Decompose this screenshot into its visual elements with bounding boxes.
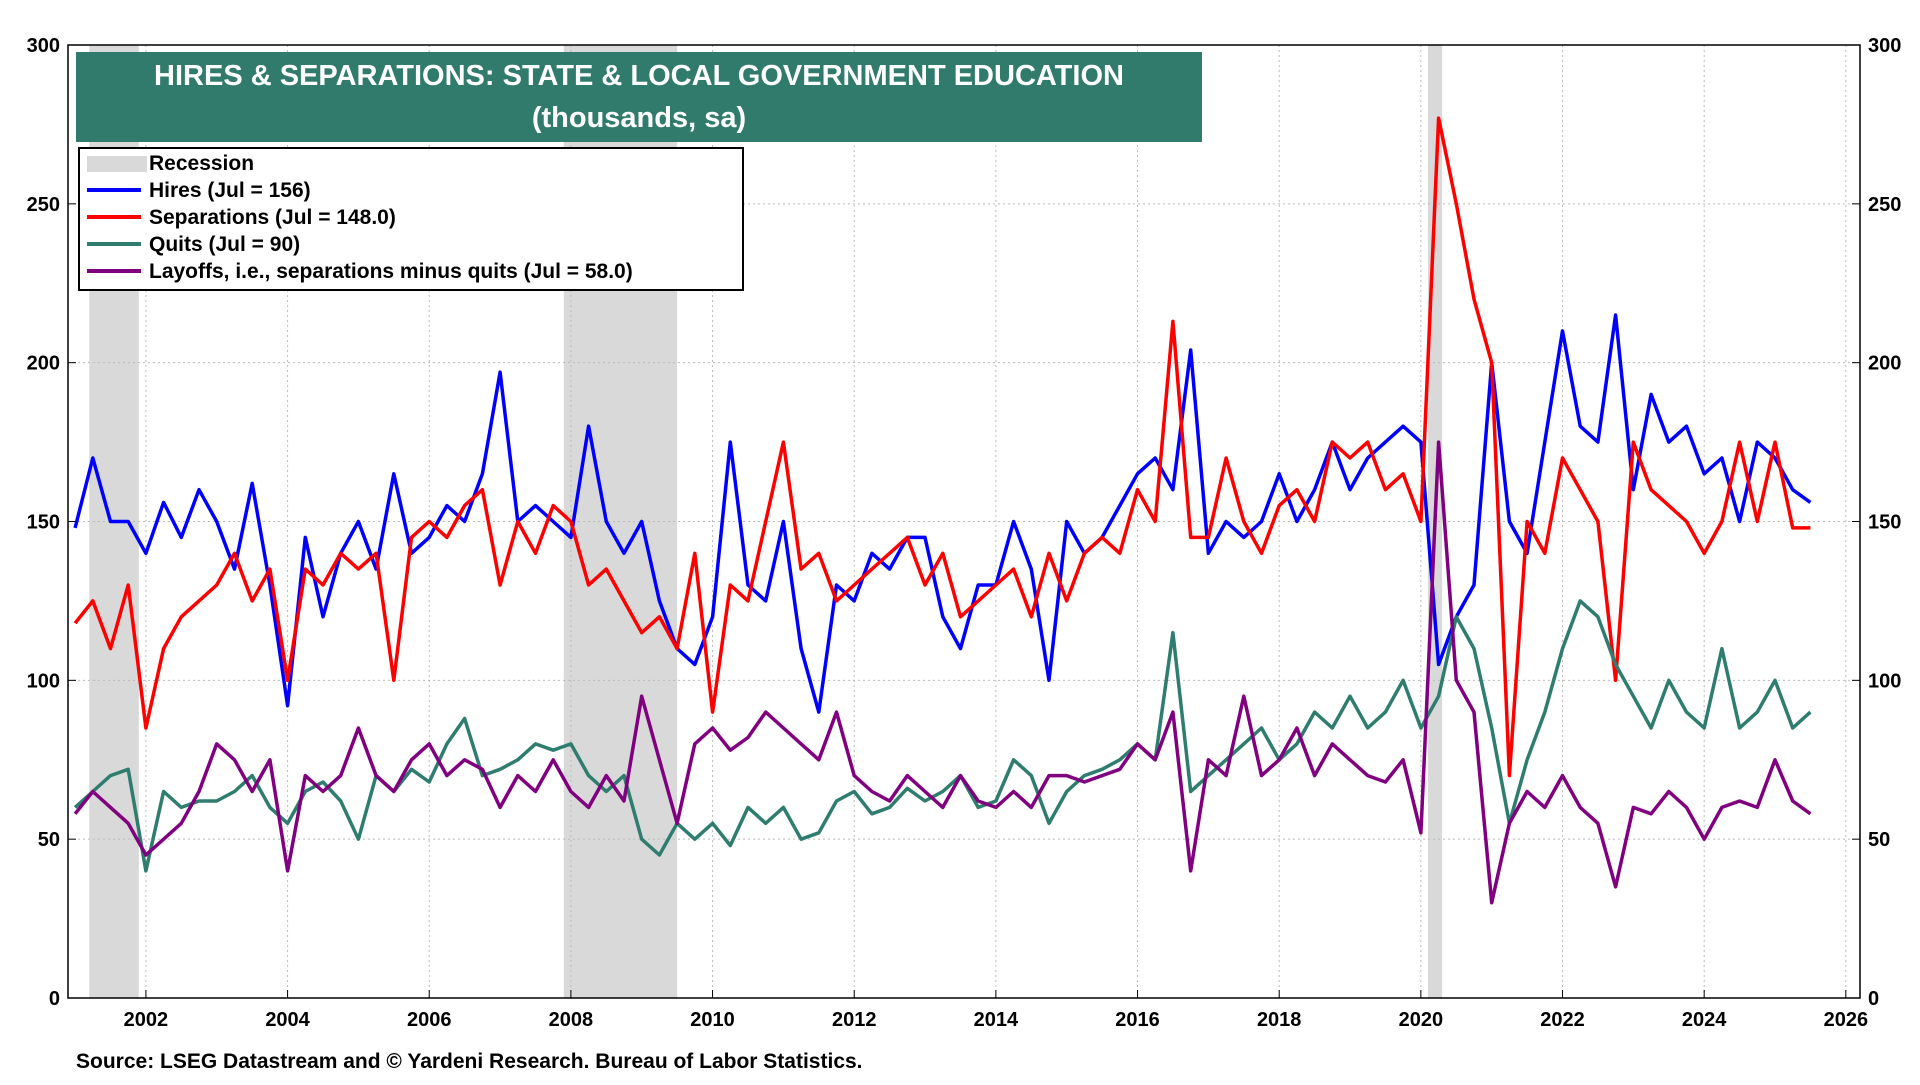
plot-frame xyxy=(67,44,1861,999)
y-tick-label: 100 xyxy=(27,670,60,692)
y2-tick-label: 300 xyxy=(1868,35,1901,57)
x-tick-label: 2010 xyxy=(690,1009,735,1031)
x-tick-label: 2002 xyxy=(124,1009,169,1031)
y-tick-label: 300 xyxy=(27,35,60,57)
legend-label: Recession xyxy=(149,152,254,175)
source-note: Source: LSEG Datastream and © Yardeni Re… xyxy=(76,1050,863,1073)
legend-label: Layoffs, i.e., separations minus quits (… xyxy=(149,260,633,283)
series-line xyxy=(73,313,1812,714)
y-tick-label: 150 xyxy=(27,512,60,534)
y-tick-label: 200 xyxy=(27,353,60,375)
x-tick-label: 2024 xyxy=(1682,1009,1727,1031)
chart-subtitle: (thousands, sa) xyxy=(532,102,746,134)
x-tick-label: 2016 xyxy=(1115,1009,1160,1031)
x-tick-label: 2018 xyxy=(1257,1009,1302,1031)
y-tick-label: 50 xyxy=(38,829,60,851)
y2-tick-label: 150 xyxy=(1868,512,1901,534)
y2-tick-label: 50 xyxy=(1868,829,1890,851)
series-line xyxy=(73,440,1812,905)
y2-tick-label: 200 xyxy=(1868,353,1901,375)
legend-label: Quits (Jul = 90) xyxy=(149,233,300,256)
y-tick-label: 0 xyxy=(49,988,60,1010)
x-tick-label: 2004 xyxy=(265,1009,310,1031)
x-tick-label: 2012 xyxy=(832,1009,877,1031)
series-line xyxy=(73,116,1811,778)
series-line xyxy=(73,599,1812,873)
y2-tick-label: 250 xyxy=(1868,194,1901,216)
legend-box xyxy=(78,147,744,291)
legend-swatch xyxy=(87,156,147,172)
x-tick-label: 2026 xyxy=(1824,1009,1869,1031)
x-tick-label: 2008 xyxy=(549,1009,594,1031)
y2-tick-label: 0 xyxy=(1868,988,1879,1010)
x-tick-label: 2020 xyxy=(1399,1009,1444,1031)
x-tick-label: 2022 xyxy=(1540,1009,1585,1031)
x-tick-label: 2014 xyxy=(974,1009,1019,1031)
title-box xyxy=(76,52,1202,142)
legend-label: Separations (Jul = 148.0) xyxy=(149,206,396,229)
x-tick-label: 2006 xyxy=(407,1009,452,1031)
y2-tick-label: 100 xyxy=(1868,670,1901,692)
chart-title: HIRES & SEPARATIONS: STATE & LOCAL GOVER… xyxy=(154,60,1124,92)
legend-label: Hires (Jul = 156) xyxy=(149,179,311,202)
y-tick-label: 250 xyxy=(27,194,60,216)
